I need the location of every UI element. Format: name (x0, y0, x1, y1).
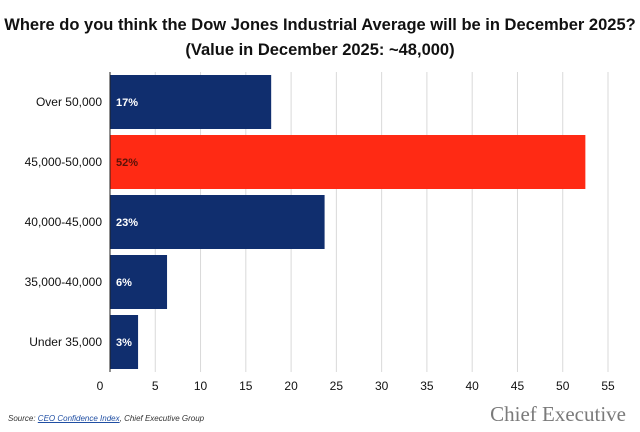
bar-4 (110, 315, 139, 369)
source-suffix: , Chief Executive Group (119, 414, 205, 423)
x-tick-label-40: 40 (466, 379, 480, 393)
x-tick-label-25: 25 (330, 379, 344, 393)
chart-title: Where do you think the Dow Jones Industr… (4, 16, 636, 34)
category-label-4: Under 35,000 (29, 335, 102, 349)
x-tick-label-50: 50 (556, 379, 570, 393)
x-tick-label-55: 55 (601, 379, 615, 393)
data-label-2: 23% (116, 217, 138, 229)
x-tick-label-20: 20 (284, 379, 298, 393)
source-prefix: Source: (8, 414, 38, 423)
bar-2 (110, 195, 325, 249)
data-label-0: 17% (116, 97, 138, 109)
category-label-2: 40,000-45,000 (25, 215, 103, 229)
source-note: Source: CEO Confidence Index, Chief Exec… (8, 414, 204, 423)
x-tick-label-30: 30 (375, 379, 389, 393)
x-tick-label-15: 15 (239, 379, 253, 393)
chief-executive-logo: Chief Executive (490, 402, 626, 426)
data-label-3: 6% (116, 277, 132, 289)
bar-1 (110, 135, 586, 189)
x-tick-label-10: 10 (194, 379, 208, 393)
x-tick-label-5: 5 (152, 379, 159, 393)
chart-subtitle: (Value in December 2025: ~48,000) (185, 41, 455, 59)
bar-3 (110, 255, 168, 309)
data-label-4: 3% (116, 337, 132, 349)
x-tick-label-45: 45 (511, 379, 525, 393)
category-label-1: 45,000-50,000 (25, 155, 103, 169)
x-tick-label-35: 35 (420, 379, 434, 393)
data-label-1: 52% (116, 157, 138, 169)
bar-0 (110, 75, 272, 129)
x-tick-label-0: 0 (97, 379, 104, 393)
category-label-3: 35,000-40,000 (25, 275, 103, 289)
source-link[interactable]: CEO Confidence Index (37, 414, 120, 423)
category-label-0: Over 50,000 (36, 95, 102, 109)
